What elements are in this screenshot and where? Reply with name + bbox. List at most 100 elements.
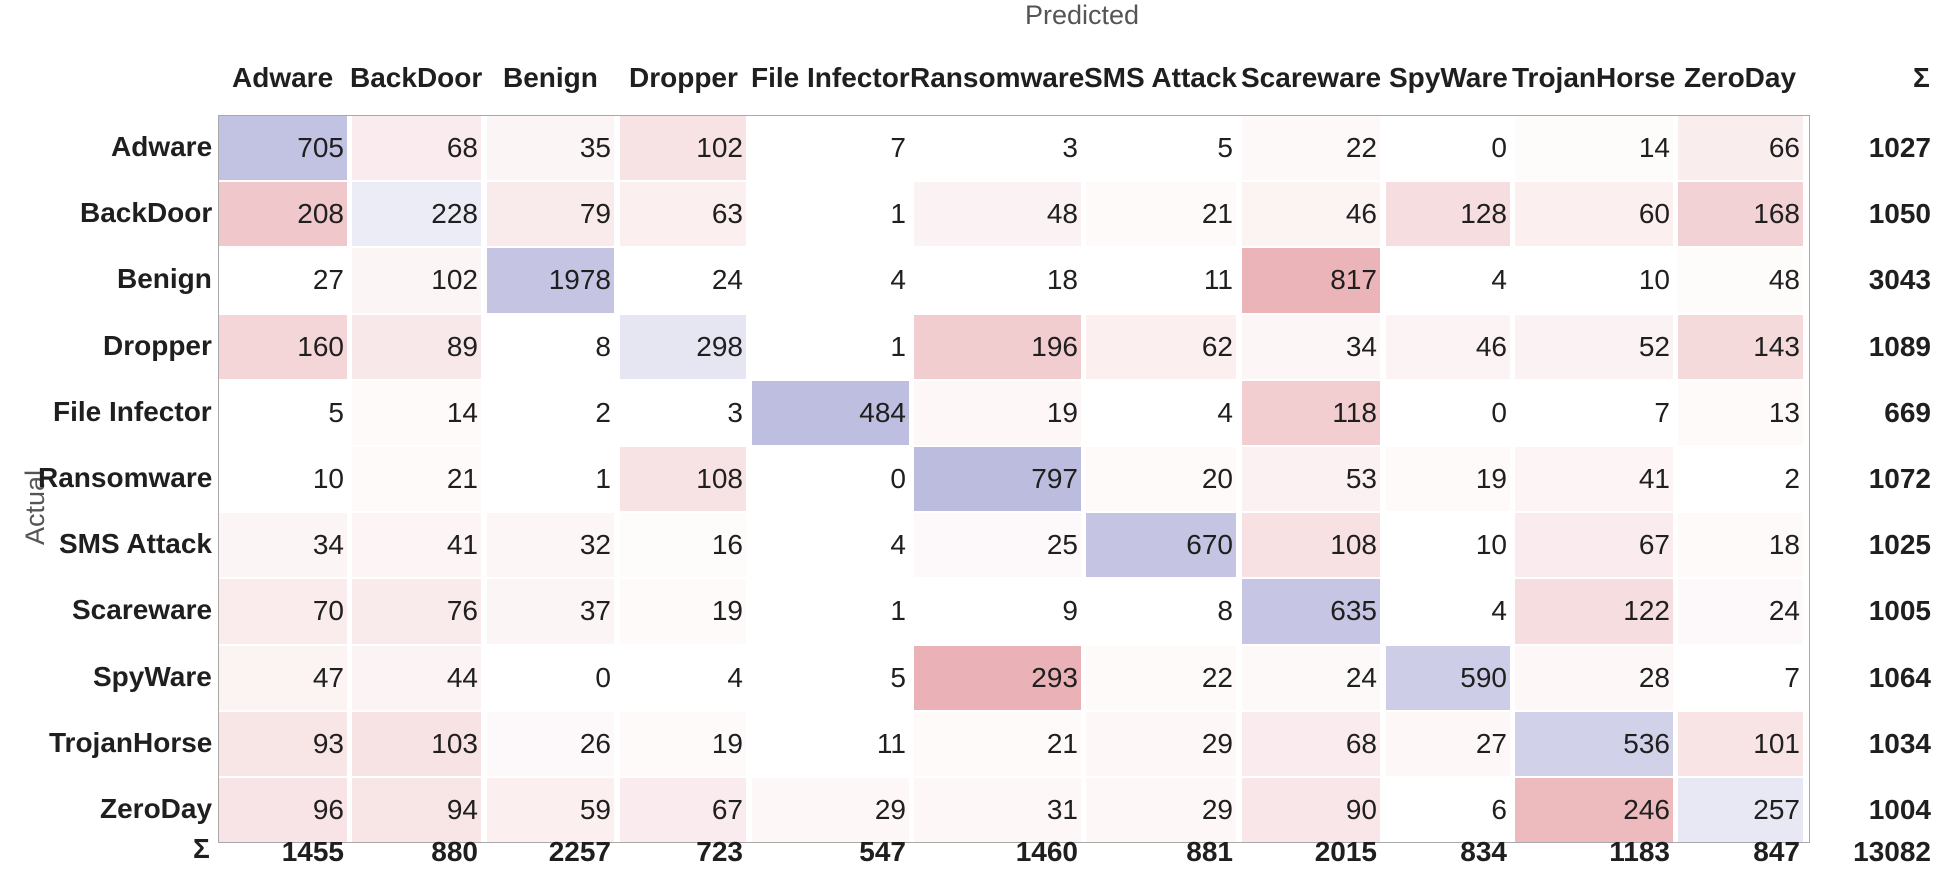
matrix-cell[interactable]: 7 bbox=[1784, 661, 1800, 693]
matrix-cell[interactable]: 670 bbox=[1086, 513, 1236, 578]
matrix-cell[interactable]: 10 bbox=[312, 463, 344, 494]
matrix-cell[interactable]: 93 bbox=[219, 711, 347, 776]
matrix-cell[interactable]: 18 bbox=[1678, 513, 1803, 577]
matrix-cell[interactable]: 32 bbox=[487, 513, 614, 578]
matrix-cell[interactable]: 76 bbox=[352, 579, 481, 644]
matrix-cell[interactable]: 96 bbox=[219, 778, 347, 843]
matrix-cell[interactable]: 44 bbox=[352, 645, 481, 710]
matrix-cell[interactable]: 53 bbox=[1242, 447, 1380, 512]
matrix-cell[interactable]: 246 bbox=[1515, 778, 1673, 843]
matrix-cell[interactable]: 29 bbox=[1086, 711, 1236, 776]
matrix-cell[interactable]: 293 bbox=[914, 645, 1081, 710]
matrix-cell[interactable]: 5 bbox=[890, 661, 906, 693]
matrix-cell[interactable]: 208 bbox=[219, 182, 347, 247]
matrix-cell[interactable]: 19 bbox=[914, 380, 1081, 445]
matrix-cell[interactable]: 118 bbox=[1242, 380, 1380, 445]
matrix-cell[interactable]: 10 bbox=[1638, 264, 1670, 296]
matrix-cell[interactable]: 590 bbox=[1386, 645, 1510, 710]
matrix-cell[interactable]: 122 bbox=[1515, 579, 1673, 644]
matrix-cell[interactable]: 41 bbox=[352, 513, 481, 578]
matrix-cell[interactable]: 298 bbox=[620, 314, 746, 379]
matrix-cell[interactable]: 46 bbox=[1386, 314, 1510, 379]
matrix-cell[interactable]: 24 bbox=[1678, 579, 1803, 644]
matrix-cell[interactable]: 635 bbox=[1242, 579, 1380, 644]
matrix-cell[interactable]: 0 bbox=[890, 463, 906, 494]
matrix-cell[interactable]: 1 bbox=[890, 330, 906, 362]
matrix-cell[interactable]: 2 bbox=[595, 396, 611, 428]
matrix-cell[interactable]: 62 bbox=[1086, 314, 1236, 379]
matrix-cell[interactable]: 143 bbox=[1678, 314, 1803, 379]
matrix-cell[interactable]: 1 bbox=[595, 463, 611, 494]
matrix-cell[interactable]: 29 bbox=[752, 778, 909, 843]
matrix-cell[interactable]: 20 bbox=[1086, 447, 1236, 511]
matrix-cell[interactable]: 797 bbox=[914, 447, 1081, 512]
matrix-cell[interactable]: 46 bbox=[1242, 182, 1380, 247]
matrix-cell[interactable]: 257 bbox=[1678, 778, 1803, 843]
matrix-cell[interactable]: 5 bbox=[328, 396, 344, 428]
matrix-cell[interactable]: 26 bbox=[487, 711, 614, 776]
matrix-cell[interactable]: 108 bbox=[1242, 513, 1380, 578]
matrix-cell[interactable]: 4 bbox=[890, 264, 906, 296]
matrix-cell[interactable]: 128 bbox=[1386, 182, 1510, 247]
matrix-cell[interactable]: 52 bbox=[1515, 314, 1673, 379]
matrix-cell[interactable]: 19 bbox=[620, 712, 746, 776]
matrix-cell[interactable]: 160 bbox=[219, 314, 347, 379]
matrix-cell[interactable]: 60 bbox=[1515, 182, 1673, 247]
matrix-cell[interactable]: 4 bbox=[727, 661, 743, 693]
matrix-cell[interactable]: 13 bbox=[1678, 381, 1803, 445]
matrix-cell[interactable]: 94 bbox=[352, 778, 481, 843]
matrix-cell[interactable]: 67 bbox=[1515, 513, 1673, 578]
matrix-cell[interactable]: 16 bbox=[620, 513, 746, 577]
matrix-cell[interactable]: 29 bbox=[1086, 778, 1236, 843]
matrix-cell[interactable]: 7 bbox=[890, 132, 906, 163]
matrix-cell[interactable]: 2 bbox=[1784, 463, 1800, 494]
matrix-cell[interactable]: 21 bbox=[914, 712, 1081, 776]
matrix-cell[interactable]: 21 bbox=[1086, 182, 1236, 246]
matrix-cell[interactable]: 9 bbox=[1062, 595, 1078, 627]
matrix-cell[interactable]: 66 bbox=[1678, 116, 1803, 181]
matrix-cell[interactable]: 536 bbox=[1515, 711, 1673, 776]
matrix-cell[interactable]: 48 bbox=[1678, 248, 1803, 312]
matrix-cell[interactable]: 24 bbox=[1242, 646, 1380, 710]
matrix-cell[interactable]: 19 bbox=[1386, 447, 1510, 511]
matrix-cell[interactable]: 168 bbox=[1678, 182, 1803, 247]
matrix-cell[interactable]: 108 bbox=[620, 447, 746, 512]
matrix-cell[interactable]: 484 bbox=[752, 380, 909, 445]
matrix-cell[interactable]: 0 bbox=[1491, 396, 1507, 428]
matrix-cell[interactable]: 79 bbox=[487, 182, 614, 247]
matrix-cell[interactable]: 102 bbox=[352, 248, 481, 313]
matrix-cell[interactable]: 68 bbox=[352, 116, 481, 181]
matrix-cell[interactable]: 63 bbox=[620, 182, 746, 247]
matrix-cell[interactable]: 8 bbox=[595, 330, 611, 362]
matrix-cell[interactable]: 27 bbox=[1386, 711, 1510, 776]
matrix-cell[interactable]: 10 bbox=[1475, 529, 1507, 561]
matrix-cell[interactable]: 8 bbox=[1217, 595, 1233, 627]
matrix-cell[interactable]: 4 bbox=[1491, 264, 1507, 296]
matrix-cell[interactable]: 24 bbox=[711, 264, 743, 296]
matrix-cell[interactable]: 5 bbox=[1217, 132, 1233, 163]
matrix-cell[interactable]: 34 bbox=[1242, 314, 1380, 379]
matrix-cell[interactable]: 21 bbox=[352, 447, 481, 511]
matrix-cell[interactable]: 0 bbox=[1491, 132, 1507, 163]
matrix-cell[interactable]: 70 bbox=[219, 579, 347, 644]
matrix-cell[interactable]: 103 bbox=[352, 711, 481, 776]
matrix-cell[interactable]: 25 bbox=[914, 513, 1081, 578]
matrix-cell[interactable]: 14 bbox=[352, 381, 481, 445]
matrix-cell[interactable]: 705 bbox=[219, 116, 347, 181]
matrix-cell[interactable]: 11 bbox=[1203, 264, 1233, 296]
matrix-cell[interactable]: 4 bbox=[1217, 396, 1233, 428]
matrix-cell[interactable]: 18 bbox=[1046, 264, 1078, 296]
matrix-cell[interactable]: 22 bbox=[1242, 116, 1380, 180]
matrix-cell[interactable]: 90 bbox=[1242, 778, 1380, 843]
matrix-cell[interactable]: 37 bbox=[487, 579, 614, 644]
matrix-cell[interactable]: 4 bbox=[890, 529, 906, 561]
matrix-cell[interactable]: 3 bbox=[1062, 132, 1078, 163]
matrix-cell[interactable]: 68 bbox=[1242, 711, 1380, 776]
matrix-cell[interactable]: 22 bbox=[1086, 646, 1236, 710]
matrix-cell[interactable]: 1978 bbox=[487, 248, 614, 313]
matrix-cell[interactable]: 817 bbox=[1242, 248, 1380, 313]
matrix-cell[interactable]: 1 bbox=[890, 198, 906, 230]
matrix-cell[interactable]: 0 bbox=[595, 661, 611, 693]
matrix-cell[interactable]: 89 bbox=[352, 314, 481, 379]
matrix-cell[interactable]: 31 bbox=[914, 778, 1081, 843]
